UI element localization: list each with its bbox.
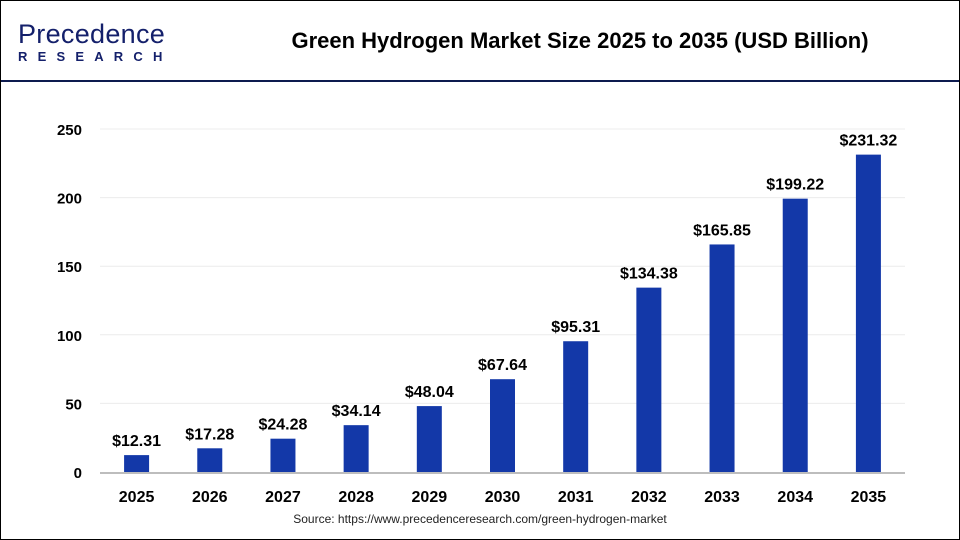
data-label: $95.31 bbox=[551, 319, 600, 336]
y-tick-label: 50 bbox=[65, 396, 82, 413]
bar bbox=[563, 341, 589, 472]
data-label: $12.31 bbox=[112, 433, 161, 450]
x-tick-label: 2032 bbox=[631, 489, 667, 506]
y-tick-label: 0 bbox=[74, 465, 82, 482]
bar bbox=[124, 455, 150, 472]
x-tick-label: 2026 bbox=[192, 489, 228, 506]
data-label: $231.32 bbox=[839, 133, 897, 150]
logo-sub: RESEARCH bbox=[18, 49, 173, 64]
data-label: $199.22 bbox=[766, 177, 824, 194]
bar bbox=[636, 287, 662, 472]
y-tick-label: 200 bbox=[57, 191, 82, 208]
bar bbox=[490, 379, 515, 472]
x-tick-label: 2031 bbox=[558, 489, 594, 506]
data-label: $24.28 bbox=[258, 417, 307, 434]
logo-main: Precedence bbox=[18, 19, 166, 49]
data-label: $67.64 bbox=[478, 357, 527, 374]
source-text: Source: https://www.precedenceresearch.c… bbox=[293, 512, 667, 526]
y-tick-label: 150 bbox=[57, 259, 82, 276]
bar bbox=[709, 244, 735, 472]
y-tick-label: 100 bbox=[57, 328, 82, 345]
data-label: $17.28 bbox=[185, 426, 234, 443]
x-tick-label: 2025 bbox=[119, 489, 155, 506]
x-tick-label: 2035 bbox=[851, 489, 887, 506]
bar bbox=[197, 448, 223, 472]
header-divider bbox=[1, 80, 959, 82]
x-tick-label: 2033 bbox=[704, 489, 740, 506]
bar bbox=[416, 406, 442, 472]
x-tick-label: 2034 bbox=[777, 489, 813, 506]
bar bbox=[782, 198, 808, 472]
data-label: $165.85 bbox=[693, 222, 751, 239]
data-label: $134.38 bbox=[620, 266, 678, 283]
x-tick-label: 2027 bbox=[265, 489, 301, 506]
bar bbox=[270, 438, 296, 472]
bar bbox=[343, 425, 369, 472]
x-tick-label: 2028 bbox=[338, 489, 374, 506]
x-tick-label: 2030 bbox=[485, 489, 521, 506]
chart-title: Green Hydrogen Market Size 2025 to 2035 … bbox=[291, 28, 869, 53]
data-label: $34.14 bbox=[332, 403, 381, 420]
data-label: $48.04 bbox=[405, 384, 454, 401]
bar bbox=[855, 154, 881, 472]
brand-logo: Precedence RESEARCH bbox=[18, 20, 173, 64]
y-tick-label: 250 bbox=[57, 122, 82, 139]
x-tick-label: 2029 bbox=[412, 489, 448, 506]
